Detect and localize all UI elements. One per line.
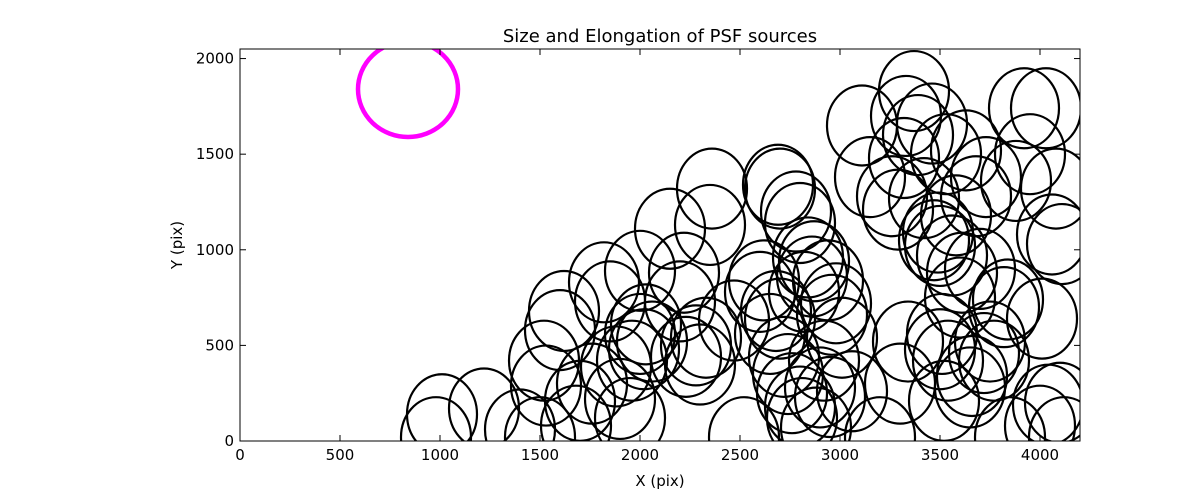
psf-source-circle [867,116,941,200]
x-axis: 0 500 1000 1500 2000 2500 3000 3500 4000 [235,49,1059,464]
psf-source-circle [973,396,1047,441]
psf-source-circle [909,113,983,196]
plot-area [239,48,1081,442]
psf-source-circle [815,350,889,433]
psf-source-circle [567,241,641,324]
psf-source-circle [1009,67,1080,150]
psf-source-circle [833,136,907,219]
psf-source-circle [765,376,839,441]
chart-title: Size and Elongation of PSF sources [503,26,817,47]
source-marks [355,49,1080,441]
psf-source-circle [1005,277,1079,360]
psf-source-circle [777,220,851,303]
psf-source-circle [971,258,1045,341]
y-tick-label: 1000 [196,241,234,259]
psf-source-circle [555,342,629,425]
psf-source-circle [1025,202,1080,286]
psf-source-circle [911,319,985,402]
psf-source-circle [647,231,721,314]
x-tick-label: 3500 [921,446,959,464]
psf-source-circle [1019,147,1080,230]
psf-source-circle [1011,363,1080,441]
y-tick-label: 0 [224,432,234,450]
psf-source-circle [1027,396,1080,441]
psf-source-circle [793,355,867,439]
psf-source-circle [919,174,993,257]
psf-source-circle [861,168,935,251]
psf-source-circle [795,273,869,356]
psf-source-circle [783,346,857,429]
psf-source-circle [539,384,613,441]
psf-source-circle [799,262,873,345]
psf-source-circle [763,181,837,265]
x-tick-label: 500 [326,446,355,464]
psf-source-circle [593,376,667,441]
psf-source-circle [881,93,955,177]
x-tick-label: 2000 [621,446,659,464]
y-tick-label: 500 [205,336,234,354]
psf-source-circle [603,292,677,376]
psf-source-circle [987,67,1061,150]
psf-source-circle [915,214,989,297]
y-axis: 0 500 1000 1500 2000 [196,50,1080,450]
psf-source-circle [903,204,977,288]
psf-source-circle [603,229,677,312]
psf-source-circle [967,266,1041,349]
psf-source-circle [877,49,951,133]
psf-source-circle [855,155,929,238]
psf-source-circle [447,367,521,441]
y-axis-label: Y (pix) [168,221,186,270]
psf-source-circle [607,308,681,391]
reference-circle [355,49,461,140]
x-tick-label: 4000 [1021,446,1059,464]
psf-source-circle [503,396,577,441]
psf-source-circle [929,109,1003,192]
psf-source-circle [943,227,1017,311]
psf-source-circle [527,269,601,353]
psf-source-circle [871,300,945,383]
psf-source-circle [947,311,1021,395]
plot-frame [239,48,1081,442]
psf-source-circle [675,147,749,230]
x-tick-label: 1000 [421,446,459,464]
psf-source-circle [791,239,865,322]
psf-source-circle [1023,361,1080,441]
psf-source-circle [1015,193,1080,276]
psf-source-circle [399,396,473,441]
x-tick-label: 1500 [521,446,559,464]
psf-source-circle [633,187,707,270]
psf-source-circle [897,199,971,282]
psf-source-circle [405,373,479,441]
psf-source-circle [843,396,917,441]
psf-source-circle [949,136,1023,219]
y-tick-label: 2000 [196,50,234,68]
psf-source-circle [609,283,683,366]
y-tick-label: 1500 [196,145,234,163]
psf-source-circle [979,139,1053,223]
psf-source-circle [673,183,747,267]
psf-source-circle [743,147,817,230]
psf-source-circle [1003,384,1077,441]
psf-source-circle [939,155,1013,238]
psf-source-circle [993,113,1067,196]
psf-source-circle [643,260,717,343]
x-axis-label: X (pix) [635,472,684,490]
psf-source-circle [887,157,961,240]
x-tick-label: 3000 [821,446,859,464]
psf-source-circle [805,296,879,379]
psf-source-circle [755,352,829,435]
x-tick-label: 2500 [721,446,759,464]
x-tick-label: 0 [235,446,245,464]
psf-source-circle [759,170,833,253]
